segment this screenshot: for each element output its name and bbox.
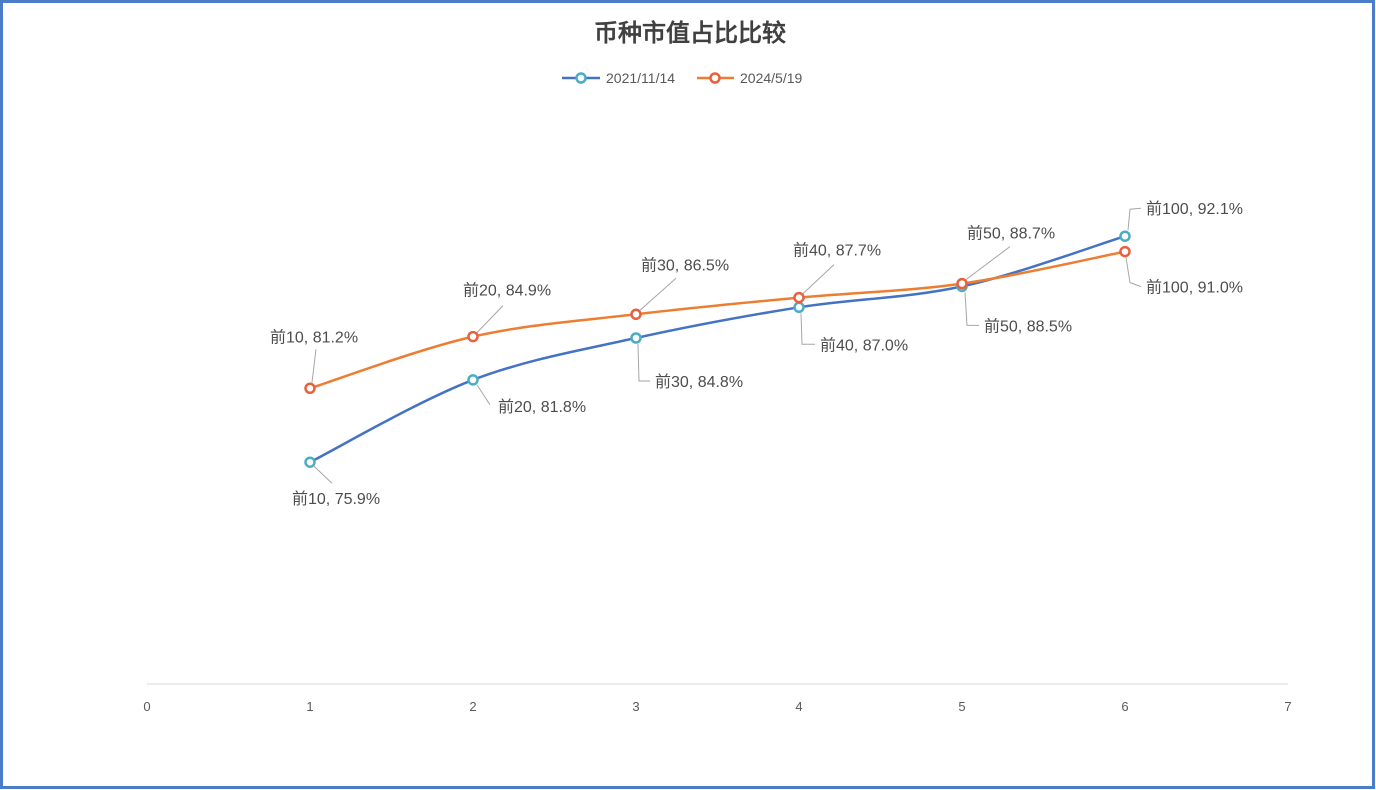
data-label-leader-line: [800, 313, 815, 345]
data-point-marker: [1119, 245, 1131, 258]
legend-marker: [575, 72, 587, 84]
x-tick-label: 2: [469, 699, 476, 714]
data-label-leader-line: [1127, 207, 1142, 231]
data-label: 前50, 88.7%: [967, 225, 1055, 243]
legend-label: 2024/5/19: [740, 70, 802, 86]
x-tick-label: 7: [1284, 699, 1291, 714]
legend-item-series-2: 2024/5/19: [697, 70, 802, 86]
data-label-leader-line: [964, 292, 979, 326]
data-point-marker: [467, 330, 479, 343]
data-label: 前20, 84.9%: [463, 282, 551, 300]
series-line: [308, 250, 1127, 390]
legend: 2021/11/14 2024/5/19: [562, 70, 802, 86]
data-label-leader-line: [313, 465, 333, 484]
x-tick-label: 1: [306, 699, 313, 714]
data-point-marker: [956, 277, 968, 290]
data-label-leader-line: [1125, 257, 1142, 288]
data-label: 前100, 92.1%: [1146, 200, 1243, 218]
data-label-leader-line: [965, 246, 1011, 281]
data-point-marker: [630, 332, 642, 344]
x-tick-label: 4: [795, 699, 802, 714]
x-tick-label: 5: [958, 699, 965, 714]
data-point-marker: [1119, 230, 1131, 242]
data-label: 前100, 91.0%: [1146, 279, 1243, 297]
x-tick-label: 6: [1121, 699, 1128, 714]
data-label-leader-line: [802, 264, 835, 294]
data-label: 前10, 81.2%: [270, 328, 358, 346]
data-label: 前40, 87.7%: [793, 242, 881, 260]
data-point-marker: [467, 374, 479, 386]
data-label: 前10, 75.9%: [292, 490, 380, 508]
data-label: 前30, 84.8%: [655, 373, 743, 391]
data-point-marker: [793, 291, 805, 304]
data-label-leader-line: [637, 343, 650, 382]
legend-item-series-1: 2021/11/14: [562, 70, 675, 86]
data-label: 前30, 86.5%: [641, 256, 729, 274]
data-label: 前40, 87.0%: [820, 336, 908, 354]
data-point-marker: [304, 382, 316, 395]
legend-label: 2021/11/14: [606, 70, 675, 86]
data-label-leader-line: [476, 384, 491, 406]
data-label: 前20, 81.8%: [498, 398, 586, 416]
data-label-leader-lines: [311, 207, 1142, 484]
data-label-leader-line: [476, 305, 504, 333]
data-point-marker: [630, 308, 642, 321]
x-axis-tick-labels: 0 1 2 3 4 5 6 7: [143, 699, 1291, 714]
data-point-markers: [304, 230, 1131, 468]
data-labels: 前10, 75.9% 前20, 81.8% 前30, 84.8% 前40, 87.0%…: [270, 200, 1243, 508]
legend-marker: [709, 72, 721, 84]
plot-area: 前10, 75.9% 前20, 81.8% 前30, 84.8% 前40, 87.0%…: [270, 200, 1243, 508]
data-point-marker: [793, 301, 805, 314]
data-label-leader-line: [639, 277, 677, 311]
data-point-marker: [304, 456, 316, 468]
x-tick-label: 3: [632, 699, 639, 714]
series-lines: [308, 234, 1127, 464]
chart-title: 币种市值占比比较: [594, 19, 786, 47]
x-tick-label: 0: [143, 699, 150, 714]
data-label: 前50, 88.5%: [984, 317, 1072, 335]
data-label-leader-line: [311, 349, 317, 383]
